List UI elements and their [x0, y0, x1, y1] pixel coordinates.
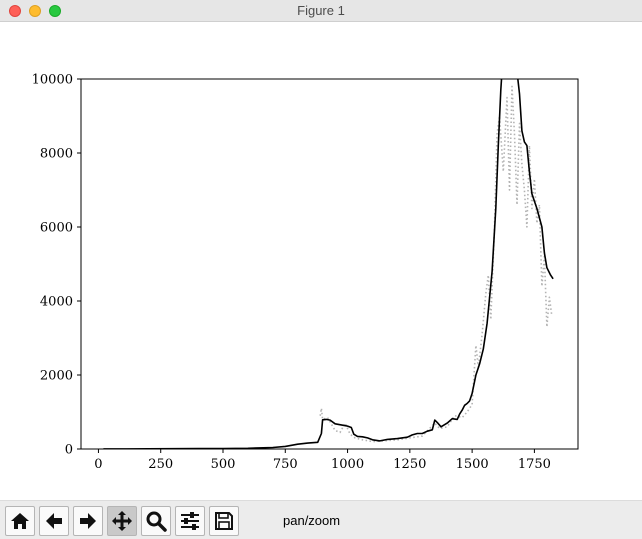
arrow-left-icon — [46, 513, 62, 529]
window-minimize-button[interactable] — [29, 5, 41, 17]
window-titlebar: Figure 1 — [0, 0, 642, 22]
x-tick-label: 1750 — [518, 457, 551, 472]
y-tick-label: 2000 — [40, 369, 73, 384]
x-tick-label: 0 — [94, 457, 102, 472]
line-chart: 0 250 500 750 1000 1250 1500 1750 0 2000 4000 6000 8… — [32, 73, 579, 473]
plot-area — [80, 78, 579, 450]
move-icon — [112, 511, 132, 531]
x-tick-label: 250 — [148, 457, 173, 472]
home-button[interactable] — [5, 506, 35, 536]
arrow-right-icon — [80, 513, 96, 529]
series-line-dotted — [319, 85, 553, 443]
window-close-button[interactable] — [9, 5, 21, 17]
figure-canvas[interactable]: 0 250 500 750 1000 1250 1500 1750 0 2000 4000 6000 8… — [0, 22, 642, 500]
x-tick-label: 1250 — [393, 457, 426, 472]
y-tick-label: 4000 — [40, 295, 73, 310]
floppy-disk-icon — [215, 512, 233, 530]
save-button[interactable] — [209, 506, 239, 536]
y-tick-label: 10000 — [32, 73, 73, 88]
home-icon — [11, 513, 29, 529]
x-tick-label: 500 — [211, 457, 236, 472]
zoom-button[interactable] — [141, 506, 171, 536]
x-tick-label: 1000 — [331, 457, 364, 472]
y-tick-label: 6000 — [40, 221, 73, 236]
y-tick-label: 8000 — [40, 147, 73, 162]
back-button[interactable] — [39, 506, 69, 536]
series-line-solid — [103, 79, 554, 449]
configure-subplots-button[interactable] — [175, 506, 205, 536]
x-tick-label: 1500 — [456, 457, 489, 472]
x-tick-label: 750 — [273, 457, 298, 472]
tick-layer: 0 250 500 750 1000 1250 1500 1750 0 2000 4000 6000 8… — [32, 73, 551, 473]
sliders-icon — [181, 512, 199, 530]
window-title: Figure 1 — [297, 3, 345, 18]
toolbar-mode-label: pan/zoom — [283, 513, 341, 528]
pan-button[interactable] — [107, 506, 137, 536]
series-layer — [103, 79, 554, 449]
forward-button[interactable] — [73, 506, 103, 536]
window-maximize-button[interactable] — [49, 5, 61, 17]
y-tick-label: 0 — [65, 443, 73, 458]
navigation-toolbar: pan/zoom — [0, 500, 642, 539]
magnifier-icon — [146, 511, 167, 532]
